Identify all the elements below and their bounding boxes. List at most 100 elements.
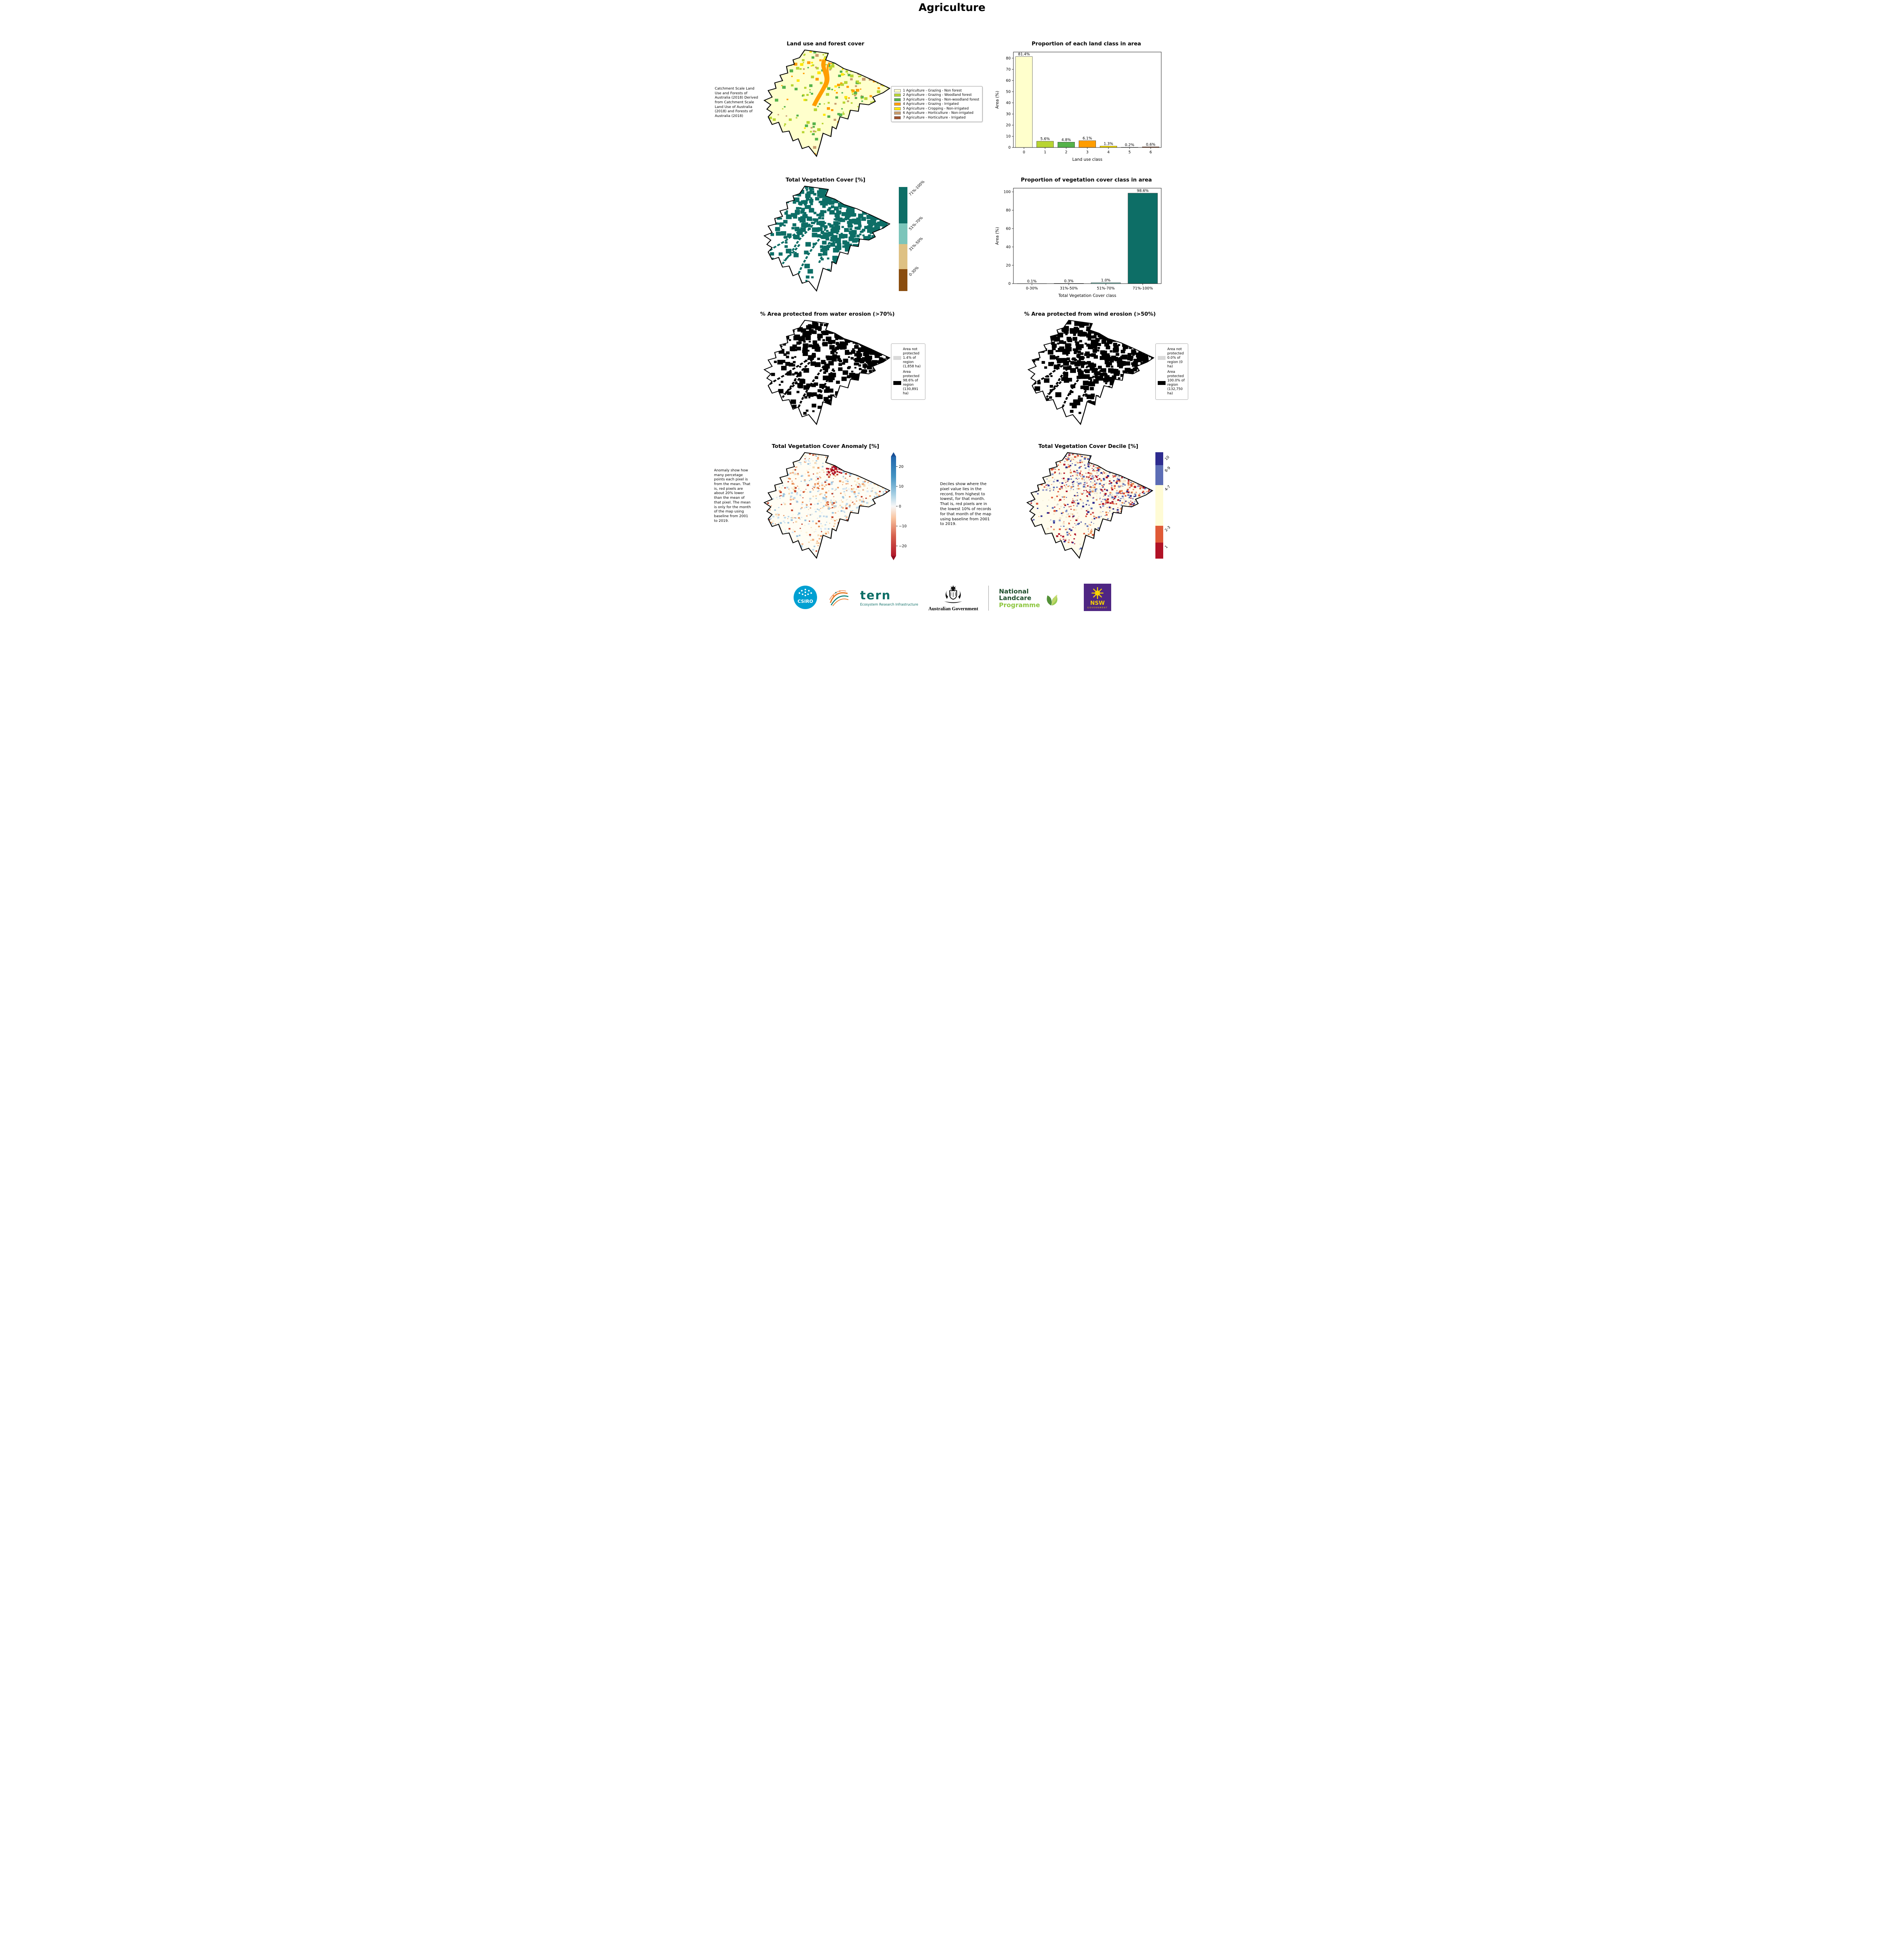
svg-text:80: 80 <box>1006 56 1010 61</box>
legend-item: 1 Agriculture - Grazing - Non forest <box>894 89 979 93</box>
tern-wordmark: tern <box>860 588 891 602</box>
decile-colorbar: 10 8-9 4-7 2-3 1 <box>1155 452 1189 559</box>
colorbar-segment <box>898 269 907 291</box>
svg-text:0: 0 <box>899 504 901 509</box>
svg-text:4: 4 <box>1107 150 1109 155</box>
svg-text:20: 20 <box>899 465 904 469</box>
svg-text:−20: −20 <box>899 544 907 548</box>
legend-item: Area protected 98.6% of region (130,891 … <box>893 370 923 396</box>
legend-item: Area protected 100.0% of region (132,750… <box>1157 370 1186 396</box>
svg-text:1.3%: 1.3% <box>1103 142 1113 146</box>
colorbar-label: 8-9 <box>1164 466 1171 473</box>
legend-swatch <box>894 111 901 115</box>
veg-cover-map-title: Total Vegetation Cover [%] <box>785 177 866 183</box>
colorbar-label: 1 <box>1164 545 1169 550</box>
legend-item: 5 Agriculture - Cropping - Non-irrigated <box>894 107 979 111</box>
legend-label: Area protected 100.0% of region (132,750… <box>1167 370 1185 396</box>
legend-item: 4 Agriculture - Grazing - Irrigated <box>894 102 979 106</box>
legend-swatch <box>894 89 901 92</box>
water-erosion-map <box>760 319 891 426</box>
legend-item: 3 Agriculture - Grazing - Non-woodland f… <box>894 98 979 102</box>
svg-text:0: 0 <box>1022 150 1025 155</box>
water-erosion-legend: Area not protected 1.4% of region (1,858… <box>891 343 925 400</box>
legend-swatch <box>1157 356 1166 360</box>
tern-tagline: Ecosystem Research Infrastructure <box>860 602 918 607</box>
landcare-word-landcare: Landcare <box>999 594 1031 602</box>
legend-label: Area protected 98.6% of region (130,891 … <box>903 370 920 396</box>
veg-class-chart: 0 20 40 60 80 100 0.1% 0-30% 0.3% 31%-50% 1.0% 51%-… <box>994 185 1166 299</box>
colorbar-segment <box>898 187 907 224</box>
legend-label: 2 Agriculture - Grazing - Woodland fores… <box>903 93 972 97</box>
svg-text:98.6%: 98.6% <box>1137 189 1148 193</box>
decile-map-title: Total Vegetation Cover Decile [%] <box>1038 443 1139 449</box>
page-title: Agriculture <box>918 2 986 14</box>
svg-text:−10: −10 <box>899 524 907 529</box>
svg-text:20: 20 <box>1006 123 1010 128</box>
legend-swatch <box>894 107 901 110</box>
csiro-logo: CSIRO <box>793 585 818 611</box>
svg-text:51%-70%: 51%-70% <box>1097 286 1115 291</box>
legend-label: 7 Agriculture - Horticulture - Irrigated <box>903 115 966 120</box>
water-erosion-map-panel: % Area protected from water erosion (>70… <box>760 311 895 428</box>
svg-text:3: 3 <box>1086 150 1088 155</box>
svg-text:Area (%): Area (%) <box>995 227 1000 245</box>
legend-label: 5 Agriculture - Cropping - Non-irrigated <box>903 106 969 111</box>
colorbar-segment <box>898 223 907 244</box>
legend-swatch <box>894 98 901 101</box>
svg-text:1.0%: 1.0% <box>1101 279 1110 283</box>
svg-text:60: 60 <box>1006 79 1010 83</box>
indigenous-art <box>828 587 850 609</box>
legend-label: 1 Agriculture - Grazing - Non forest <box>903 88 962 93</box>
anomaly-annotation: Anomaly show how many percetage points e… <box>714 469 751 523</box>
colorbar-segment <box>1155 485 1163 526</box>
landcare-logo: National Landcare Programme <box>999 588 1060 608</box>
svg-text:80: 80 <box>1006 209 1010 213</box>
land-class-chart-title: Proportion of each land class in area <box>1031 41 1141 47</box>
legend-item: Area not protected 0.0% of region (0 ha) <box>1157 347 1186 369</box>
svg-text:Land use class: Land use class <box>1072 157 1102 162</box>
svg-text:1: 1 <box>1044 150 1046 155</box>
colorbar-label: 2-3 <box>1164 525 1171 533</box>
wind-erosion-map-panel: % Area protected from wind erosion (>50%… <box>1024 311 1156 428</box>
colorbar-segment <box>1155 525 1163 543</box>
footer-logos: CSIRO tern Ecosystem Research Infrastruc… <box>714 584 1190 613</box>
colorbar-segment <box>1155 543 1163 559</box>
legend-item: 6 Agriculture - Horticulture - Non-irrig… <box>894 111 979 115</box>
svg-text:4.8%: 4.8% <box>1061 138 1071 142</box>
svg-text:50: 50 <box>1006 90 1010 94</box>
land-class-chart-panel: Proportion of each land class in area 0 1… <box>994 41 1166 164</box>
legend-label: 3 Agriculture - Grazing - Non-woodland f… <box>903 97 979 102</box>
nsw-wordmark: NSW <box>1090 600 1105 606</box>
commonwealth-crest-icon <box>944 585 963 603</box>
svg-text:0: 0 <box>1008 282 1010 286</box>
anomaly-colorbar: 20 10 0 −10 −20 <box>891 452 914 560</box>
anomaly-map-title: Total Vegetation Cover Anomaly [%] <box>772 443 879 449</box>
nsw-government-wordmark: GOVERNMENT <box>1087 607 1108 609</box>
legend-swatch <box>894 93 901 97</box>
wind-erosion-map-title: % Area protected from wind erosion (>50%… <box>1024 311 1156 317</box>
wind-erosion-map <box>1024 319 1155 426</box>
veg-class-chart-panel: Proportion of vegetation cover class in … <box>994 177 1166 300</box>
csiro-wordmark: CSIRO <box>798 599 813 604</box>
svg-text:20: 20 <box>1006 263 1010 268</box>
legend-label: 4 Agriculture - Grazing - Irrigated <box>903 102 959 106</box>
wind-erosion-legend: Area not protected 0.0% of region (0 ha)… <box>1155 343 1188 400</box>
svg-text:31%-50%: 31%-50% <box>1060 286 1078 291</box>
land-use-annotation: Catchment Scale Land Use and Forests of … <box>715 87 758 119</box>
legend-swatch <box>894 116 901 119</box>
anomaly-map <box>760 451 891 560</box>
landcare-leaves-icon <box>1047 594 1058 606</box>
svg-text:0.3%: 0.3% <box>1064 279 1073 283</box>
svg-text:0.6%: 0.6% <box>1146 142 1155 147</box>
colorbar-label: 71%-100% <box>908 180 925 197</box>
water-erosion-map-title: % Area protected from water erosion (>70… <box>760 311 895 317</box>
svg-text:6.1%: 6.1% <box>1082 137 1092 141</box>
land-use-legend: 1 Agriculture - Grazing - Non forest 2 Ag… <box>891 86 983 122</box>
veg-cover-colorbar: 71%-100% 51%-70% 31%-50% 0-30% <box>898 180 938 291</box>
colorbar-label: 4-7 <box>1164 485 1171 492</box>
legend-label: Area not protected 1.4% of region (1,858… <box>903 347 921 369</box>
legend-label: 6 Agriculture - Horticulture - Non-irrig… <box>903 111 974 115</box>
land-use-map <box>760 49 891 158</box>
landcare-word-national: National <box>999 588 1029 595</box>
tern-logo: tern Ecosystem Research Infrastructure <box>860 590 918 607</box>
